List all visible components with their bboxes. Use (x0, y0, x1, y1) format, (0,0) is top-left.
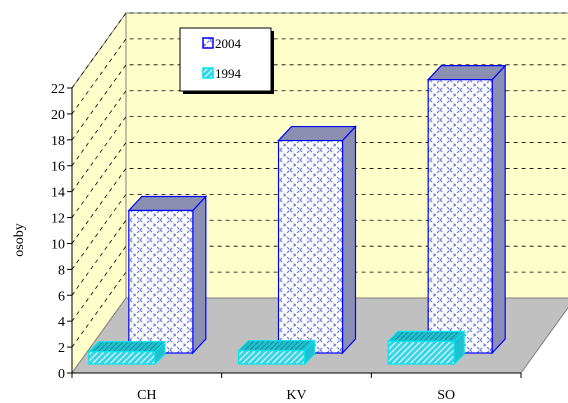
x-tick-label: KV (286, 388, 306, 403)
bar-1994-CH (87, 340, 167, 366)
y-tick-label: 18 (51, 134, 65, 149)
bar-2004-SO-top (426, 65, 507, 81)
bar-2004-SO-front (427, 79, 493, 354)
bar-2004-CH-side (192, 194, 207, 355)
bar-1994-SO-top (386, 330, 466, 342)
x-tick-label: SO (437, 388, 455, 403)
bar-1994-SO (386, 329, 466, 366)
bar-2004-KV-side (341, 125, 357, 355)
bar-2004-SO-side (491, 64, 506, 355)
y-tick-label: 10 (51, 237, 65, 252)
legend-label-1994: 1994 (215, 66, 242, 81)
y-tick-label: 4 (58, 315, 65, 330)
bar-1994-KV-front (237, 350, 306, 365)
legend-label-2004: 2004 (215, 36, 242, 51)
bar-2004-CH-front (128, 209, 194, 354)
y-tick-label: 6 (58, 289, 65, 304)
x-tick-label: CH (137, 388, 156, 403)
legend-swatch-2004 (202, 37, 214, 49)
bars (87, 64, 507, 366)
y-tick-label: 12 (51, 212, 65, 227)
axis-labels: 0 2 4 6 8 10 12 14 16 18 20 22 CH KV SO (51, 82, 455, 403)
bar-2004-KV-top (277, 125, 357, 142)
y-tick-label: 20 (51, 108, 65, 123)
y-tick-label: 2 (58, 341, 65, 356)
bar-2004-KV (277, 125, 357, 355)
axes (67, 87, 522, 378)
bar-1994-CH-top (87, 341, 167, 353)
bar-1994-KV (237, 339, 316, 366)
bar-1994-CH-front (88, 351, 156, 365)
bar-2004-KV-front (277, 139, 344, 354)
y-tick-label: 0 (58, 367, 65, 382)
bar-1994-SO-front (387, 340, 455, 365)
y-axis-title: osoby (12, 223, 27, 256)
bar-1994-KV-top (237, 340, 316, 352)
bar-2004-CH (127, 194, 208, 355)
y-tick-label: 14 (51, 186, 65, 201)
y-tick-label: 22 (51, 82, 65, 97)
bar-2004-CH-top (127, 195, 208, 212)
legend-box (179, 27, 272, 92)
legend: 2004 1994 (179, 27, 274, 94)
y-tick-label: 16 (51, 160, 65, 175)
y-tick-label: 8 (58, 263, 65, 278)
bar-2004-SO (426, 64, 507, 355)
legend-swatch-1994 (202, 67, 214, 79)
